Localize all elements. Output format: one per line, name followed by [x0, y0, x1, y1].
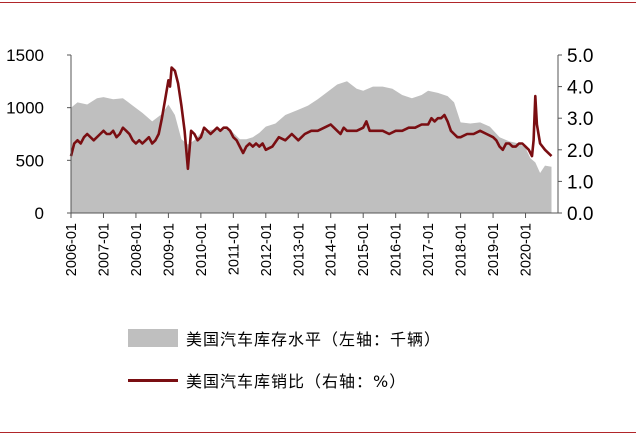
right-tick-label: 5.0	[567, 46, 593, 67]
top-border-line	[0, 2, 636, 3]
x-tick-label: 2016-01	[389, 223, 405, 276]
legend-swatch-ratio	[128, 378, 178, 382]
x-tick-label: 2018-01	[454, 223, 470, 276]
x-tick-label: 2015-01	[356, 223, 372, 276]
x-tick-label: 2012-01	[259, 223, 275, 276]
x-tick-label: 2019-01	[486, 223, 502, 276]
left-tick-label: 0	[35, 204, 44, 223]
x-tick-label: 2020-01	[519, 223, 535, 276]
x-tick-label: 2007-01	[96, 223, 112, 276]
legend-swatch-inventory	[128, 329, 178, 347]
x-tick-label: 2006-01	[64, 223, 80, 276]
right-tick-label: 0.0	[567, 204, 593, 225]
left-tick-label: 1000	[6, 99, 44, 118]
legend-item-ratio: 美国汽车库销比（右轴：%）	[128, 368, 406, 392]
legend-label-inventory: 美国汽车库存水平（左轴：千辆）	[186, 330, 442, 349]
x-tick-label: 2011-01	[226, 223, 242, 275]
x-tick-label: 2014-01	[324, 223, 340, 276]
inventory-area-layer	[71, 81, 552, 213]
right-tick-label: 3.0	[567, 109, 593, 130]
x-tick-label: 2013-01	[291, 223, 307, 276]
bottom-border-line	[0, 432, 636, 433]
axes-layer: 0 500 1000 1500 0.0 1.0 2.0 3.0 4.0 5.0 2006-01 200…	[6, 46, 593, 276]
right-tick-label: 1.0	[567, 172, 593, 193]
ratio-line-layer	[69, 66, 553, 171]
right-tick-label: 2.0	[567, 141, 593, 162]
inventory-area	[71, 81, 552, 213]
left-tick-label: 1500	[6, 46, 44, 65]
x-tick-label: 2009-01	[161, 223, 177, 276]
legend-item-inventory: 美国汽车库存水平（左轴：千辆）	[128, 326, 441, 350]
legend-label-ratio: 美国汽车库销比（右轴：%）	[186, 372, 407, 391]
x-tick-label: 2008-01	[129, 223, 145, 276]
x-tick-label: 2010-01	[194, 223, 210, 276]
left-tick-label: 500	[16, 151, 44, 170]
ratio-line	[69, 66, 553, 171]
x-tick-label: 2017-01	[421, 223, 437, 276]
right-tick-label: 4.0	[567, 78, 593, 99]
